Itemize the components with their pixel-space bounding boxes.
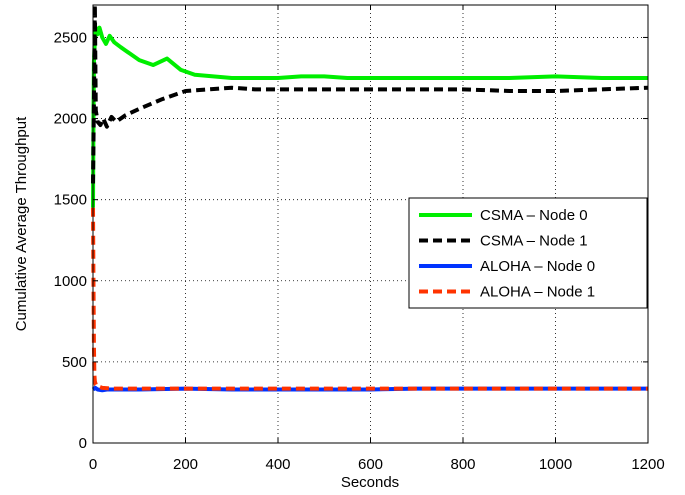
x-tick-label: 200 xyxy=(173,456,198,473)
series-line-0 xyxy=(91,25,648,208)
legend-label-2: ALOHA – Node 0 xyxy=(480,258,595,275)
y-tick-label: 2000 xyxy=(54,111,87,128)
x-axis-title: Seconds xyxy=(341,474,399,491)
legend: CSMA – Node 0 CSMA – Node 1 ALOHA – Node 0… xyxy=(408,197,648,309)
legend-label-1: CSMA – Node 1 xyxy=(480,233,588,250)
y-tick-label: 0 xyxy=(79,435,87,452)
y-tick-label: 2500 xyxy=(54,29,87,46)
y-tick-label: 1500 xyxy=(54,192,87,209)
ticks: 0 200 400 600 800 1000 1200 0 500 1000 1500 2000 250… xyxy=(54,5,665,473)
legend-label-0: CSMA – Node 0 xyxy=(480,207,588,224)
x-tick-label: 600 xyxy=(358,456,383,473)
series-lines xyxy=(91,3,649,393)
y-tick-label: 1000 xyxy=(54,273,87,290)
x-tick-label: 800 xyxy=(450,456,475,473)
y-axis-title: Cumulative Average Throughput xyxy=(13,116,30,331)
x-tick-label: 1200 xyxy=(631,456,664,473)
legend-label-3: ALOHA – Node 1 xyxy=(480,284,595,301)
x-tick-label: 1000 xyxy=(539,456,572,473)
series-line-1 xyxy=(91,3,649,184)
y-tick-label: 500 xyxy=(62,354,87,371)
x-tick-label: 400 xyxy=(265,456,290,473)
series-line-3 xyxy=(91,207,648,391)
grid xyxy=(93,5,648,443)
x-tick-label: 0 xyxy=(89,456,97,473)
